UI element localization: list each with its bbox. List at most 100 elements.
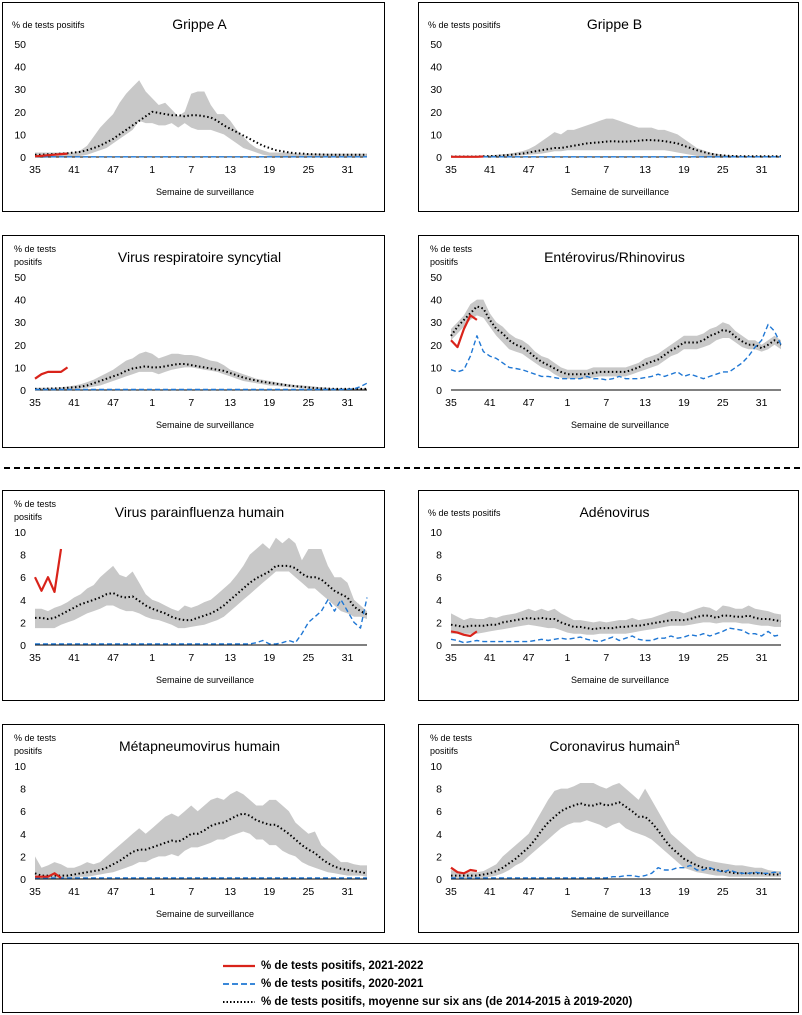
x-tick-label: 19 [678, 886, 690, 898]
y-tick-label: 10 [14, 362, 26, 374]
series-2020-2021 [451, 864, 782, 879]
chart-panel: Virus parainfluenza humain % de tests posi… [2, 490, 385, 701]
y-tick-label: 4 [20, 829, 26, 841]
x-tick-label: 31 [342, 652, 354, 664]
chart-panel: Adénovirus % de tests positifs 0 2 4 6 8 10 35 41… [418, 490, 799, 701]
x-tick-label: 47 [523, 886, 535, 898]
y-axis-label-line: positifs [430, 257, 459, 267]
chart-title: Grippe A [172, 16, 227, 32]
y-tick-label: 50 [14, 39, 26, 51]
chart-title-superscript: a [675, 737, 680, 747]
y-axis-label-line: % de tests [430, 244, 473, 254]
y-tick-label: 0 [436, 385, 442, 397]
y-axis-label-line: % de tests [14, 244, 57, 254]
series-2021-2022 [450, 314, 478, 349]
y-tick-label: 30 [430, 317, 442, 329]
y-tick-label: 20 [14, 340, 26, 352]
y-tick-label: 2 [20, 851, 26, 863]
x-tick-label: 35 [445, 397, 457, 409]
chart-panel: Grippe A % de tests positifs 0 10 20 30 40 50 35… [2, 2, 385, 212]
y-axis-label: % de tests positifs [14, 733, 57, 756]
y-tick-label: 50 [14, 272, 26, 284]
panel-frame [2, 724, 385, 933]
y-axis-label: % de tests positifs [430, 244, 473, 267]
x-tick-label: 1 [149, 164, 155, 176]
x-tick-label: 31 [342, 886, 354, 898]
y-axis-label: % de tests positifs [14, 244, 57, 267]
x-tick-label: 47 [523, 164, 535, 176]
x-tick-label: 31 [756, 164, 768, 176]
x-tick-label: 1 [149, 397, 155, 409]
y-axis-label: % de tests positifs [428, 508, 501, 518]
chart-panel: Métapneumovirus humain % de tests positifs… [2, 724, 385, 933]
series-2021-2022 [34, 548, 63, 594]
range-band [451, 605, 781, 635]
x-tick-label: 19 [678, 652, 690, 664]
x-tick-label: 31 [342, 164, 354, 176]
y-tick-label: 50 [430, 39, 442, 51]
y-axis-label-line: % de tests [430, 733, 473, 743]
x-tick-label: 7 [188, 164, 194, 176]
y-tick-label: 20 [14, 107, 26, 119]
x-tick-label: 13 [224, 652, 236, 664]
x-tick-label: 19 [264, 164, 276, 176]
y-tick-label: 2 [436, 851, 442, 863]
series-six-year-average [35, 564, 368, 622]
y-tick-label: 6 [436, 806, 442, 818]
x-tick-label: 1 [565, 652, 571, 664]
x-tick-label: 41 [484, 397, 496, 409]
series-six-year-average [450, 305, 782, 376]
x-tick-label: 41 [68, 652, 80, 664]
x-tick-label: 31 [756, 397, 768, 409]
x-tick-label: 25 [303, 652, 315, 664]
x-tick-label: 25 [717, 652, 729, 664]
section-divider [4, 467, 800, 469]
y-tick-label: 4 [436, 829, 442, 841]
x-tick-label: 19 [678, 397, 690, 409]
y-tick-label: 4 [20, 595, 26, 607]
x-tick-label: 31 [342, 397, 354, 409]
legend-item-average: % de tests positifs, moyenne sur six ans… [223, 993, 632, 1011]
y-tick-label: 50 [430, 272, 442, 284]
legend-swatch-previous [223, 983, 255, 985]
y-tick-label: 30 [14, 317, 26, 329]
y-tick-label: 30 [430, 84, 442, 96]
y-tick-label: 0 [436, 874, 442, 886]
y-tick-label: 40 [430, 62, 442, 74]
x-tick-label: 19 [264, 397, 276, 409]
x-tick-label: 13 [639, 652, 651, 664]
y-tick-label: 10 [430, 527, 442, 539]
series-six-year-average [35, 110, 367, 156]
range-band [35, 80, 367, 157]
x-axis-label: Semaine de surveillance [571, 187, 669, 197]
x-tick-label: 1 [565, 164, 571, 176]
x-tick-label: 7 [188, 886, 194, 898]
y-tick-label: 8 [436, 550, 442, 562]
range-band [451, 118, 781, 157]
y-tick-label: 0 [436, 640, 442, 652]
legend-swatch-average [223, 1001, 255, 1003]
chart-title: Métapneumovirus humain [119, 738, 280, 754]
x-tick-label: 25 [303, 164, 315, 176]
x-tick-label: 47 [107, 652, 119, 664]
x-tick-label: 7 [188, 397, 194, 409]
y-tick-label: 40 [14, 295, 26, 307]
x-tick-label: 35 [445, 886, 457, 898]
x-axis-label: Semaine de surveillance [156, 420, 254, 430]
range-band [35, 351, 367, 390]
x-tick-label: 13 [639, 886, 651, 898]
x-axis-label: Semaine de surveillance [156, 909, 254, 919]
x-tick-label: 1 [149, 886, 155, 898]
y-tick-label: 30 [14, 84, 26, 96]
range-band [35, 790, 367, 879]
panel-frame [418, 490, 799, 701]
range-band [35, 537, 367, 629]
y-tick-label: 2 [436, 617, 442, 629]
y-tick-label: 8 [20, 784, 26, 796]
x-tick-label: 25 [303, 397, 315, 409]
x-tick-label: 7 [603, 397, 609, 409]
x-tick-label: 41 [68, 164, 80, 176]
x-tick-label: 31 [756, 886, 768, 898]
chart-panel: Coronavirus humaina % de tests positifs 0 2 4… [418, 724, 799, 933]
y-tick-label: 0 [20, 640, 26, 652]
